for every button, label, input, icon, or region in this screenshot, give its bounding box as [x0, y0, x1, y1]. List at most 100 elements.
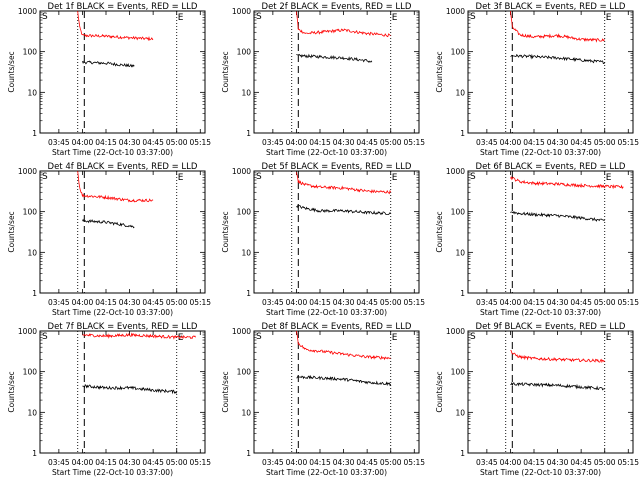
x-tick-label: 04:15	[309, 298, 331, 307]
y-tick-label: 1	[246, 449, 251, 458]
x-axis-label: Start Time (22-Oct-10 03:37:00)	[266, 148, 387, 157]
x-tick-label: 05:00	[380, 458, 402, 467]
x-tick-label: 04:30	[119, 458, 141, 467]
y-tick-label: 100	[451, 48, 466, 57]
x-tick-label: 04:15	[523, 298, 545, 307]
plot-title: Det 5f BLACK = Events, RED = LLD	[262, 162, 412, 172]
events-series-line	[82, 60, 135, 68]
lld-series-line	[510, 10, 605, 43]
lld-series-line	[77, 10, 154, 42]
events-series-line	[296, 53, 373, 63]
x-tick-label: 04:00	[500, 298, 522, 307]
x-tick-label: 04:30	[119, 298, 141, 307]
y-tick-label: 100	[23, 208, 38, 217]
x-tick-label: 03:45	[262, 298, 284, 307]
x-axis-label: Start Time (22-Oct-10 03:37:00)	[480, 148, 601, 157]
y-tick-label: 10	[27, 88, 37, 97]
y-tick-label: 1000	[232, 167, 251, 176]
x-tick-label: 04:15	[523, 458, 545, 467]
y-tick-label: 1	[32, 289, 37, 298]
y-tick-label: 1	[32, 449, 37, 458]
x-tick-label: 03:45	[262, 458, 284, 467]
x-tick-label: 04:45	[142, 138, 164, 147]
start-label: S	[256, 172, 262, 182]
x-tick-label: 04:00	[72, 458, 94, 467]
x-tick-label: 04:00	[286, 458, 308, 467]
start-label: S	[42, 332, 48, 342]
x-tick-label: 05:15	[403, 138, 425, 147]
start-label: S	[256, 12, 262, 22]
end-label: E	[606, 333, 612, 343]
y-axis-label: Counts/sec	[221, 51, 230, 92]
x-tick-label: 04:45	[570, 138, 592, 147]
detector-panel: Det 7f BLACK = Events, RED = LLD Start Ti…	[7, 322, 211, 477]
detector-panel: Det 3f BLACK = Events, RED = LLD Start Ti…	[435, 2, 639, 157]
start-label: S	[256, 332, 262, 342]
plot-frame	[39, 170, 206, 294]
y-axis-label: Counts/sec	[7, 371, 16, 412]
x-axis-label: Start Time (22-Oct-10 03:37:00)	[480, 468, 601, 477]
x-tick-label: 04:45	[570, 458, 592, 467]
detector-panel: Det 9f BLACK = Events, RED = LLD Start Ti…	[435, 322, 639, 477]
x-tick-label: 05:00	[166, 298, 188, 307]
x-tick-label: 04:30	[547, 298, 569, 307]
y-tick-label: 1	[32, 129, 37, 138]
x-tick-label: 04:15	[95, 138, 117, 147]
y-tick-label: 10	[455, 408, 465, 417]
start-label: S	[470, 12, 476, 22]
x-tick-label: 04:15	[309, 458, 331, 467]
y-tick-label: 1	[246, 129, 251, 138]
y-tick-label: 1000	[446, 167, 465, 176]
y-axis-label: Counts/sec	[7, 211, 16, 252]
plot-title: Det 3f BLACK = Events, RED = LLD	[476, 2, 626, 12]
plot-title: Det 4f BLACK = Events, RED = LLD	[48, 162, 198, 172]
x-tick-label: 04:30	[333, 458, 355, 467]
y-axis-label: Counts/sec	[435, 371, 444, 412]
y-tick-label: 10	[455, 88, 465, 97]
y-tick-label: 1000	[446, 327, 465, 336]
y-axis-label: Counts/sec	[221, 371, 230, 412]
lld-series-line	[77, 171, 154, 203]
events-series-line	[510, 381, 605, 391]
x-tick-label: 05:00	[166, 458, 188, 467]
y-tick-label: 100	[237, 368, 252, 377]
events-series-line	[82, 218, 135, 229]
y-tick-label: 1	[460, 129, 465, 138]
x-tick-label: 05:00	[380, 298, 402, 307]
x-tick-label: 04:45	[356, 458, 378, 467]
y-tick-label: 1	[460, 449, 465, 458]
x-tick-label: 05:15	[189, 138, 211, 147]
x-tick-label: 04:45	[570, 298, 592, 307]
y-tick-label: 10	[27, 248, 37, 257]
x-tick-label: 04:45	[356, 298, 378, 307]
y-tick-label: 100	[23, 368, 38, 377]
y-tick-label: 1000	[232, 7, 251, 16]
x-tick-label: 04:00	[500, 458, 522, 467]
x-tick-label: 03:45	[476, 458, 498, 467]
y-tick-label: 1000	[446, 7, 465, 16]
x-tick-label: 05:15	[189, 458, 211, 467]
detector-panel: Det 2f BLACK = Events, RED = LLD Start Ti…	[221, 2, 425, 157]
y-axis-label: Counts/sec	[435, 211, 444, 252]
y-tick-label: 1000	[18, 327, 37, 336]
y-tick-label: 100	[451, 208, 466, 217]
x-tick-label: 04:00	[286, 138, 308, 147]
end-label: E	[392, 333, 398, 343]
start-label: S	[42, 12, 48, 22]
events-series-line	[82, 384, 178, 395]
x-tick-label: 03:45	[48, 458, 70, 467]
y-axis-label: Counts/sec	[435, 51, 444, 92]
lld-series-line	[296, 330, 391, 361]
plot-title: Det 9f BLACK = Events, RED = LLD	[476, 322, 626, 332]
y-axis-label: Counts/sec	[221, 211, 230, 252]
detector-panel: Det 6f BLACK = Events, RED = LLD Start Ti…	[435, 162, 639, 317]
start-label: S	[470, 172, 476, 182]
x-tick-label: 03:45	[476, 138, 498, 147]
y-tick-label: 1	[246, 289, 251, 298]
plot-frame	[467, 10, 634, 134]
x-tick-label: 05:00	[594, 138, 616, 147]
lld-series-line	[510, 176, 624, 190]
x-axis-label: Start Time (22-Oct-10 03:37:00)	[266, 308, 387, 317]
x-axis-label: Start Time (22-Oct-10 03:37:00)	[52, 468, 173, 477]
